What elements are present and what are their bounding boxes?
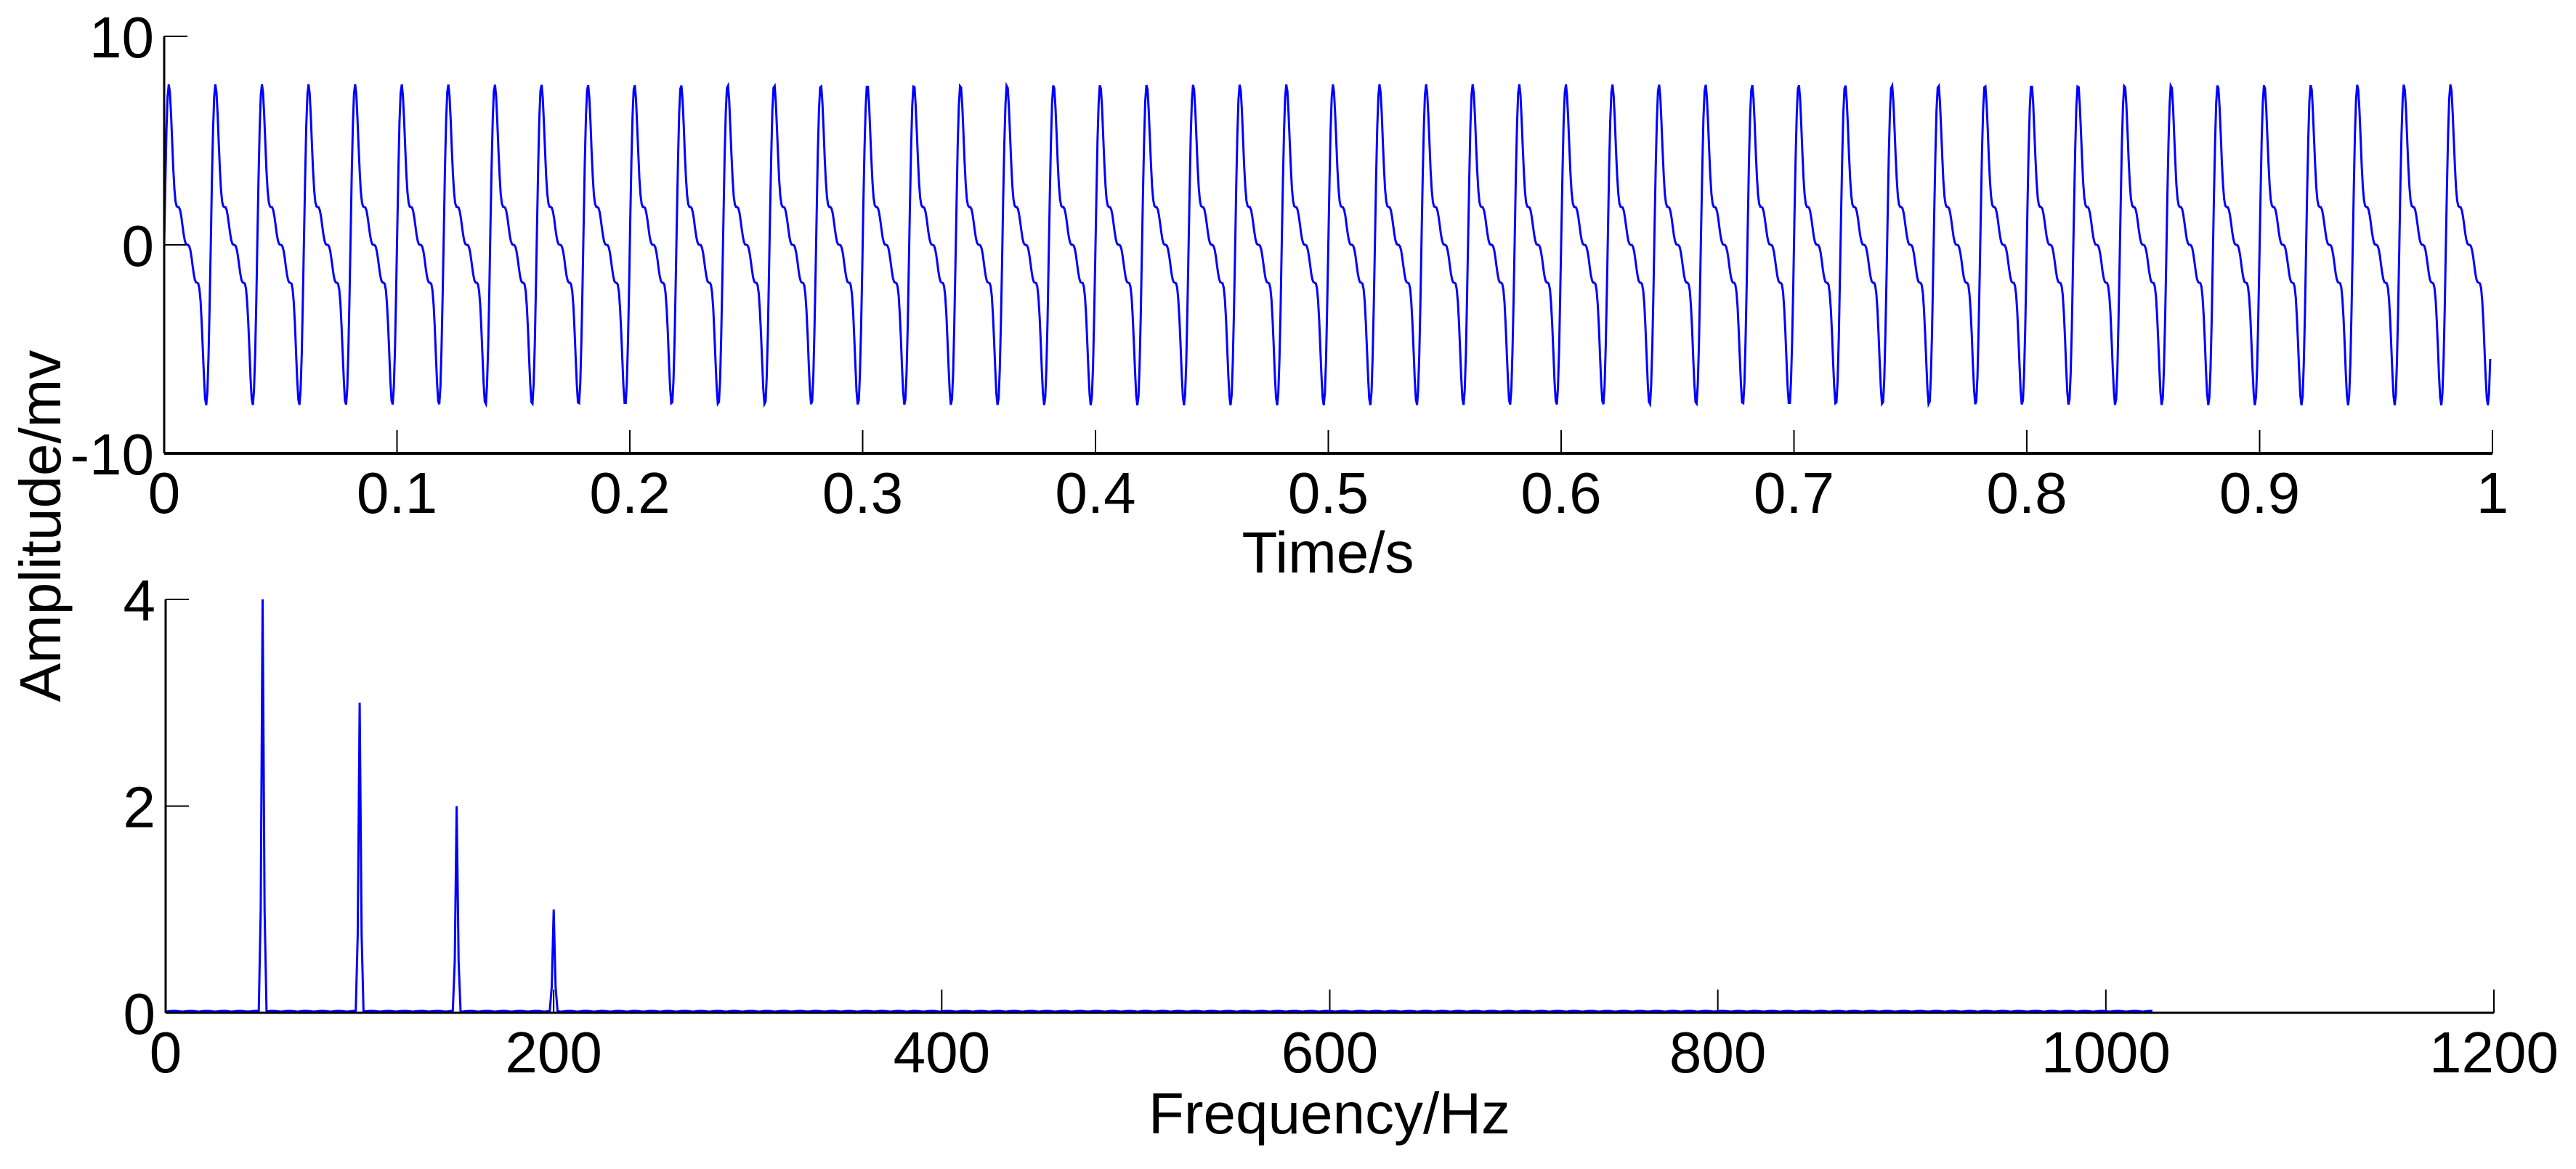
x-tick-label: 0	[148, 461, 181, 525]
x-tick-label: 0	[150, 1020, 182, 1085]
x-tick-label: 0.5	[1288, 461, 1369, 525]
x-tick-label: 0.9	[2219, 461, 2300, 525]
x-tick-label: 0.3	[822, 461, 903, 525]
x-tick-label: 0.4	[1055, 461, 1135, 525]
y-tick-label: -10	[70, 422, 154, 487]
x-tick-label: 0.1	[357, 461, 437, 525]
y-tick-label: 2	[123, 775, 156, 840]
x-tick-label: 1000	[2041, 1020, 2171, 1085]
time-signal-line	[163, 81, 2492, 408]
x-tick-label: 400	[894, 1020, 990, 1085]
amplitude-y-axis-label: Amplitude/mv	[8, 350, 73, 703]
frequency-domain-plot: 0 200 400 600 800 1000 1200 0 2 4 Frequency/Hz	[123, 568, 2559, 1146]
y-tick-label: 4	[123, 568, 156, 633]
x-tick-label: 200	[505, 1020, 602, 1085]
x-tick-label: 600	[1281, 1020, 1378, 1085]
x-tick-label: 0.7	[1754, 461, 1834, 525]
time-y-ticks: -10 0 10	[70, 5, 187, 487]
x-tick-label: 0.8	[1986, 461, 2067, 525]
frequency-y-ticks: 0 2 4	[123, 568, 189, 1046]
x-tick-label: 1	[2476, 461, 2509, 525]
x-tick-label: 0.6	[1520, 461, 1601, 525]
x-tick-label: 0.2	[589, 461, 670, 525]
y-tick-label: 0	[123, 982, 156, 1046]
spectrum-line	[165, 599, 2152, 1013]
x-tick-label: 800	[1669, 1020, 1766, 1085]
time-x-axis-label: Time/s	[1242, 520, 1414, 585]
y-tick-label: 10	[89, 5, 154, 70]
frequency-x-ticks: 0 200 400 600 800 1000 1200	[150, 990, 2559, 1085]
x-tick-label: 1200	[2429, 1020, 2559, 1085]
frequency-x-axis-label: Frequency/Hz	[1149, 1081, 1510, 1146]
time-x-ticks: 0 0.1 0.2 0.3 0.4 0.5 0.6 0.7 0.8 0.9 1	[148, 430, 2509, 525]
y-tick-label: 0	[122, 214, 155, 278]
